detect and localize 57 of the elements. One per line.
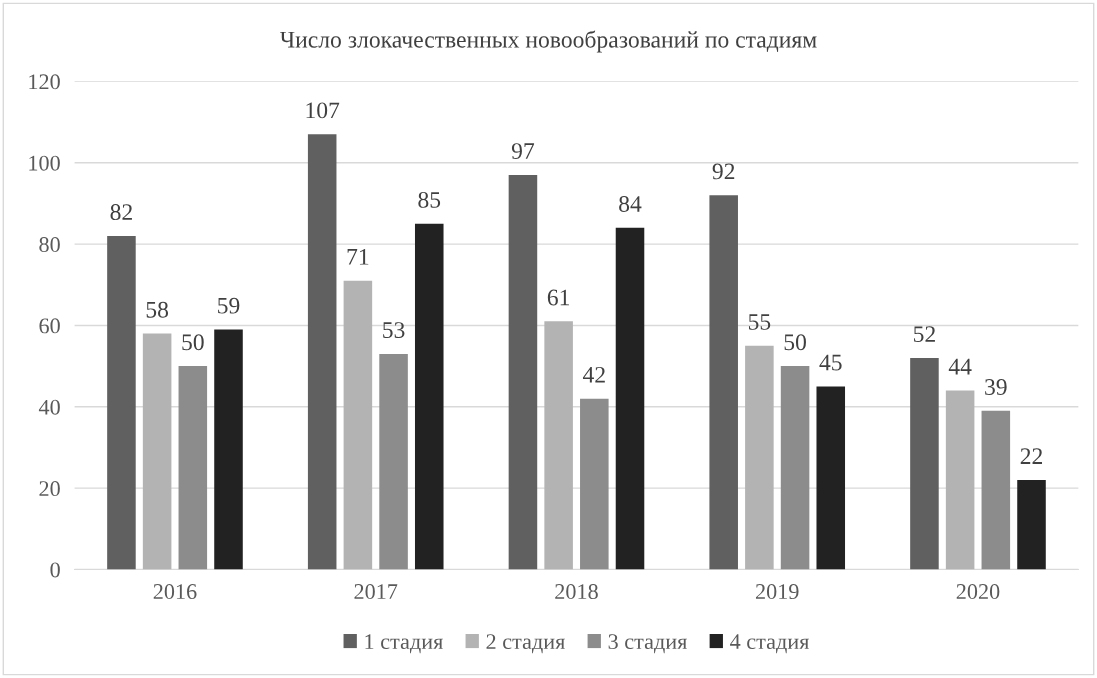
data-label: 39 <box>985 379 1007 395</box>
data-label: 85 <box>418 191 441 208</box>
bar <box>343 280 373 570</box>
data-label: 45 <box>819 354 842 371</box>
bar <box>214 329 243 570</box>
legend-label: 2 стадия <box>486 634 565 654</box>
x-tick-label: 2016 <box>153 584 197 600</box>
legend-label: 1 стадия <box>365 634 443 654</box>
data-label: 53 <box>383 322 405 339</box>
data-label: 61 <box>547 289 570 306</box>
data-label: 92 <box>712 163 735 180</box>
bar <box>945 390 975 570</box>
data-label: 50 <box>784 334 806 351</box>
data-label: 82 <box>110 204 132 221</box>
data-label: 84 <box>619 195 642 212</box>
data-label: 59 <box>218 297 240 314</box>
data-label: 44 <box>948 358 972 375</box>
bar <box>780 366 810 570</box>
y-tick-label: 20 <box>39 481 60 497</box>
bar <box>178 366 208 570</box>
bar <box>615 227 645 570</box>
bar <box>1017 480 1046 570</box>
bar <box>981 410 1011 570</box>
x-tick-label: 2020 <box>956 584 1000 600</box>
bar <box>142 333 172 570</box>
data-label: 58 <box>146 301 169 318</box>
bar <box>816 386 846 570</box>
x-tick-label: 2018 <box>555 584 598 600</box>
bar <box>910 357 939 570</box>
legend-label: 4 стадия <box>730 634 810 654</box>
data-label: 55 <box>748 314 771 330</box>
y-tick-label: 60 <box>39 318 60 334</box>
chart-title: Число злокачественных новообразований по стадиям <box>280 30 817 53</box>
y-tick-label: 40 <box>38 399 60 415</box>
bar <box>379 353 408 570</box>
data-label: 50 <box>182 334 204 351</box>
data-label: 42 <box>582 366 605 383</box>
data-label: 22 <box>1020 448 1043 464</box>
bar <box>544 321 573 570</box>
data-label: 71 <box>347 248 369 265</box>
bar <box>508 174 538 570</box>
y-tick-label: 120 <box>29 74 60 90</box>
legend-label: 3 стадия <box>608 634 687 654</box>
bar <box>709 195 738 570</box>
bar <box>107 235 136 570</box>
bar <box>414 223 444 570</box>
bar <box>307 134 337 570</box>
y-tick-label: 0 <box>50 562 60 578</box>
data-label: 52 <box>914 326 935 343</box>
data-label: 107 <box>306 102 340 119</box>
y-tick-label: 80 <box>39 237 60 253</box>
bar <box>745 345 774 570</box>
data-label: 97 <box>511 143 535 160</box>
bar <box>580 398 609 570</box>
x-tick-label: 2017 <box>354 584 398 600</box>
x-tick-label: 2019 <box>755 584 799 600</box>
y-tick-label: 100 <box>29 155 60 171</box>
